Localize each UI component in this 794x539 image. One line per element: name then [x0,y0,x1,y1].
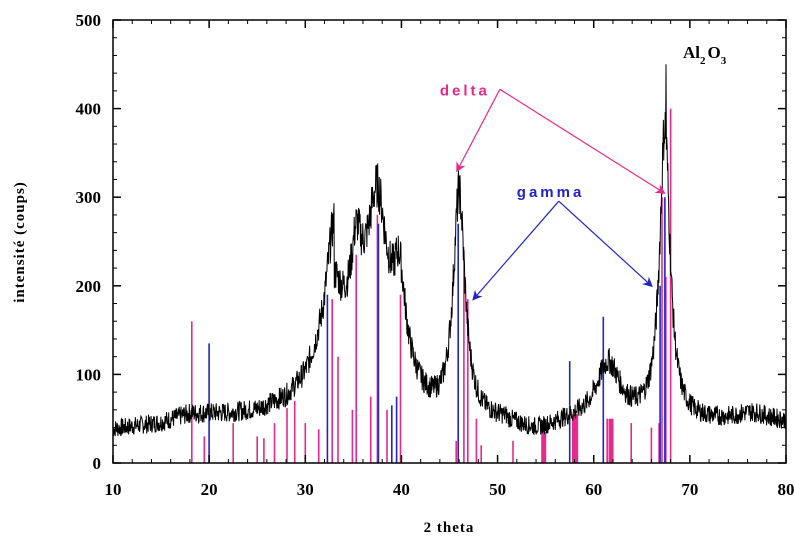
annotation-delta: delta [440,82,490,99]
y-tick-label-200: 200 [76,277,102,296]
x-tick-label-60: 60 [585,480,602,499]
formula-label: Al2 O3 [683,43,727,67]
y-tick-label-500: 500 [76,11,102,30]
x-tick-label-30: 30 [297,480,314,499]
x-tick-label-40: 40 [393,480,410,499]
diffraction-trace [112,64,787,437]
x-tick-label-20: 20 [201,480,218,499]
x-tick-label-80: 80 [778,480,794,499]
y-tick-label-100: 100 [76,365,102,384]
formula-al: Al [683,43,700,62]
axes: 10 20 30 40 50 60 70 80 0 100 200 300 400 500 [76,11,794,499]
x-tick-label-70: 70 [681,480,698,499]
annotations: delta gamma [440,82,666,301]
formula-sub-2: 2 [700,55,706,67]
y-tick-label-0: 0 [93,454,102,473]
y-axis-title: intensité (coups) [12,181,28,303]
annotation-gamma-arrow-1 [558,200,653,288]
formula-o: O [708,43,721,62]
x-axis-title: 2 theta [424,520,475,536]
y-tick-label-400: 400 [76,100,102,119]
annotation-delta-arrow-0 [456,89,501,173]
formula-sub-3: 3 [721,55,727,67]
annotation-gamma-arrow-0 [472,200,560,301]
annotation-gamma: gamma [517,184,585,201]
y-tick-label-300: 300 [76,188,102,207]
diffraction-pattern [112,64,787,437]
x-tick-label-50: 50 [489,480,506,499]
reference-sticks [191,108,672,463]
plot-frame [112,19,787,464]
annotation-delta-arrow-1 [499,88,666,194]
x-tick-label-10: 10 [105,480,122,499]
